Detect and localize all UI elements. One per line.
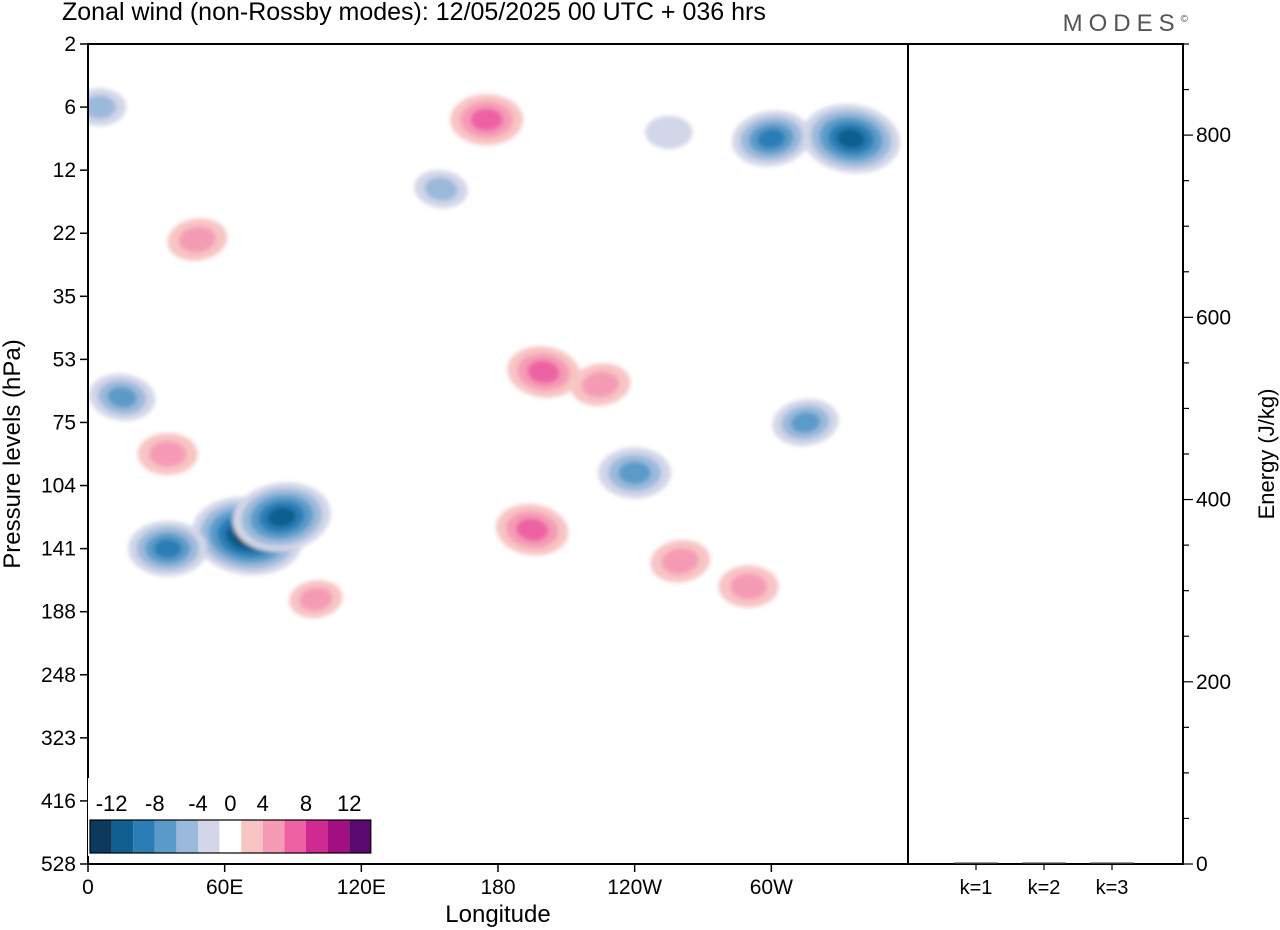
colorbar-swatch — [219, 820, 242, 853]
colorbar-label: 0 — [224, 791, 236, 816]
colorbar-swatch — [284, 820, 306, 853]
y-tick-label: 188 — [41, 601, 76, 624]
y-tick-label: 75 — [53, 411, 76, 434]
y-tick-label: 528 — [41, 853, 76, 876]
colorbar-frame — [89, 819, 372, 854]
y-tick-label: 35 — [53, 285, 76, 308]
x-tick-label: 120W — [607, 876, 662, 899]
energy-axis-label: Energy (J/kg) — [1254, 389, 1279, 520]
modes-logo: MODES© — [1063, 10, 1188, 38]
contour-blob — [790, 412, 821, 433]
y-tick-label: 141 — [41, 538, 76, 561]
x-tick-label: 60E — [206, 876, 243, 899]
energy-tick-label: 600 — [1196, 306, 1231, 329]
colorbar-swatch — [133, 820, 155, 853]
colorbar-swatch — [198, 820, 220, 853]
energy-category-label: k=3 — [1096, 877, 1129, 899]
x-axis-label: Longitude — [445, 901, 550, 928]
contour-blob — [299, 587, 333, 611]
contour-blob — [88, 95, 116, 119]
y-tick-label: 416 — [41, 790, 76, 813]
contour-blob — [645, 115, 693, 149]
colorbar: -12 -8 -4 0 4 8 12 — [88, 778, 373, 856]
colorbar-swatch — [327, 820, 350, 853]
x-tick-label: 0 — [82, 876, 94, 899]
energy-tick-label: 0 — [1196, 853, 1208, 876]
energy-bar — [1022, 862, 1066, 864]
y-axis-label: Pressure levels (hPa) — [0, 339, 26, 568]
contour-blob — [267, 507, 296, 527]
contour-blob — [107, 386, 137, 408]
colorbar-swatch — [154, 820, 177, 853]
colorbar-swatch — [111, 820, 134, 853]
energy-tick-label: 200 — [1196, 671, 1231, 694]
contour-blob — [730, 573, 768, 600]
chart-title: Zonal wind (non-Rossby modes): 12/05/202… — [62, 0, 766, 26]
y-tick-label: 323 — [41, 727, 76, 750]
heatmap-field — [88, 44, 908, 864]
colorbar-swatch — [241, 820, 263, 853]
contour-blob — [178, 226, 216, 253]
energy-category-label: k=1 — [960, 877, 993, 899]
logo-text: MODES — [1062, 10, 1181, 37]
contour-blob — [424, 177, 458, 201]
colorbar-label: -8 — [145, 791, 165, 816]
y-tick-label: 104 — [41, 475, 76, 498]
heatmap-background — [88, 44, 908, 864]
energy-axis: 0 200 400 600 800 — [1183, 43, 1231, 876]
colorbar-label: 4 — [257, 791, 269, 816]
y-tick-label: 6 — [64, 96, 76, 119]
contour-blob — [527, 360, 560, 384]
y-axis: 2 6 12 22 35 53 75 104 141 188 248 323 416 528 — [41, 33, 88, 876]
colorbar-swatch — [262, 820, 285, 853]
colorbar-label: -4 — [188, 791, 208, 816]
y-tick-label: 248 — [41, 664, 76, 687]
colorbar-swatch — [349, 820, 371, 853]
x-tick-label: 60W — [750, 876, 793, 899]
y-tick-label: 22 — [53, 222, 76, 245]
x-axis: 0 60E 120E 180 120W 60W — [82, 864, 793, 899]
colorbar-label: 12 — [337, 791, 361, 816]
energy-panel-frame — [907, 43, 1184, 865]
colorbar-label: -12 — [96, 791, 128, 816]
contour-blob — [516, 518, 549, 542]
y-tick-label: 12 — [53, 159, 76, 182]
colorbar-swatch — [306, 820, 328, 853]
contour-blob — [837, 128, 866, 149]
energy-tick-label: 400 — [1196, 489, 1231, 512]
energy-bars: k=1 k=2 k=3 — [954, 862, 1134, 899]
copyright-mark: © — [1180, 14, 1188, 25]
energy-tick-label: 800 — [1196, 124, 1231, 147]
colorbar-swatch — [90, 820, 112, 853]
colorbar-label: 8 — [300, 791, 312, 816]
contour-blob — [757, 128, 786, 149]
contour-blob — [470, 108, 503, 131]
y-tick-label: 2 — [64, 33, 76, 56]
energy-bar — [954, 862, 998, 864]
x-tick-label: 180 — [480, 876, 515, 899]
contour-blob — [153, 539, 182, 559]
y-tick-label: 53 — [53, 348, 76, 371]
wind-anomaly-contours — [88, 88, 901, 619]
contour-blob — [149, 441, 187, 467]
energy-bar — [1090, 862, 1134, 864]
colorbar-swatch — [176, 820, 198, 853]
x-tick-label: 120E — [337, 876, 386, 899]
energy-category-label: k=2 — [1028, 877, 1061, 899]
contour-blob — [661, 548, 699, 575]
contour-blob — [582, 371, 619, 398]
contour-blob — [618, 461, 651, 485]
